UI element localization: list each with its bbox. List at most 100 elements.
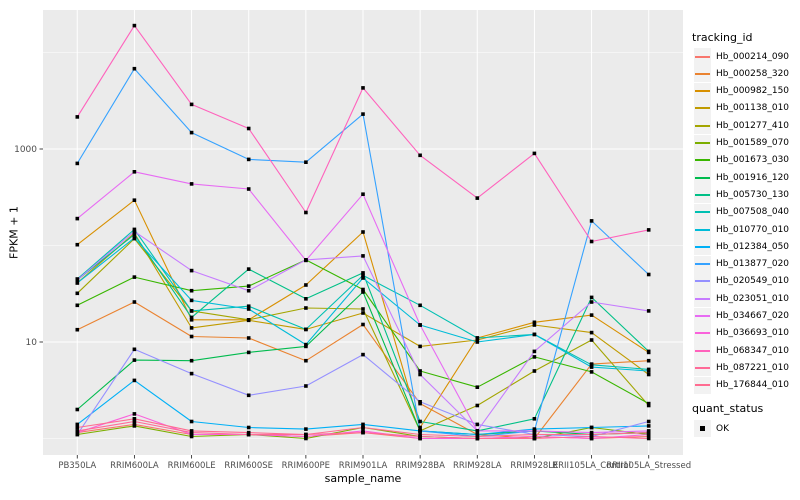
data-point [304, 344, 308, 349]
data-point [589, 434, 594, 439]
x-tick-label: RRIM600LE [168, 461, 216, 471]
data-point [418, 434, 422, 439]
legend-item-Hb_176844_010: Hb_176844_010 [694, 376, 789, 394]
data-point [132, 358, 137, 362]
data-point [418, 153, 422, 158]
data-point [132, 275, 137, 279]
data-point [646, 358, 651, 363]
data-point [646, 349, 651, 354]
y-tick-label: 1000 [14, 145, 37, 155]
legend-item-label: Hb_001277_410 [716, 120, 790, 131]
legend-item-Hb_000258_320: Hb_000258_320 [694, 65, 790, 83]
black-square-marker-icon [700, 426, 705, 431]
legend: tracking_id Hb_000214_090 Hb_000258_320 Hb… [690, 0, 800, 500]
legend-key [694, 307, 711, 325]
data-point [189, 429, 194, 433]
data-point [246, 284, 251, 288]
data-point [246, 318, 251, 322]
legend-key [694, 290, 711, 308]
data-point [246, 425, 251, 430]
data-point [532, 320, 537, 325]
legend-item-label: Hb_087221_010 [716, 362, 790, 373]
legend-key-line-icon [695, 384, 710, 387]
legend-key-line-icon [695, 107, 710, 110]
legend-key [694, 272, 711, 290]
data-point [189, 182, 194, 186]
legend-key [694, 169, 711, 187]
data-point [418, 344, 422, 349]
data-point [189, 130, 194, 135]
legend-item-label: Hb_036693_010 [716, 328, 790, 339]
data-point [361, 230, 365, 234]
legend-key-line-icon [695, 124, 710, 127]
data-point [189, 309, 194, 313]
data-point [532, 427, 537, 431]
data-point [589, 300, 594, 304]
data-point [189, 334, 194, 339]
data-point [246, 336, 251, 340]
data-point [75, 407, 80, 412]
x-tick-label: PB350LA [58, 461, 96, 471]
data-point [361, 322, 365, 327]
data-point [304, 160, 308, 164]
data-point [646, 369, 651, 373]
legend-item-Hb_001589_070: Hb_001589_070 [694, 134, 790, 152]
data-point [304, 358, 308, 363]
data-point [75, 327, 80, 332]
data-point [132, 417, 137, 421]
data-point [361, 287, 365, 292]
legend-key-line-icon [695, 280, 710, 283]
data-point [132, 198, 137, 202]
legend-key [694, 186, 711, 204]
data-point [189, 434, 194, 439]
data-point [246, 350, 251, 355]
data-point [75, 425, 80, 430]
data-point [418, 372, 422, 377]
data-point [189, 318, 194, 322]
data-point [246, 157, 251, 162]
data-point [132, 229, 137, 234]
legend-item-label: Hb_000982_150 [716, 86, 790, 97]
legend-item-label: Hb_000258_320 [716, 68, 790, 79]
legend-key-line-icon [695, 142, 710, 144]
data-point [646, 401, 651, 406]
legend-item-label: Hb_001589_070 [716, 138, 790, 148]
data-point [304, 384, 308, 388]
legend-key-line-icon [695, 297, 710, 300]
legend-item-label: Hb_001138_010 [716, 103, 790, 114]
legend-item-label: Hb_023051_010 [716, 293, 790, 304]
data-point [189, 288, 194, 293]
legend-item-label: Hb_001673_030 [716, 155, 790, 166]
data-point [646, 309, 651, 313]
data-point [646, 424, 651, 428]
y-axis-title: FPKM + 1 [7, 206, 21, 259]
data-point [361, 273, 365, 278]
legend-item-label: Hb_000214_090 [716, 51, 790, 62]
data-point [75, 242, 80, 247]
data-point [361, 352, 365, 357]
data-point [475, 385, 480, 389]
data-point [304, 306, 308, 310]
data-point [132, 412, 137, 416]
quant-status-key [694, 420, 711, 437]
x-tick-label: RRIM901LA [339, 461, 388, 471]
x-tick-label: RRIM600PE [282, 461, 330, 471]
data-point [532, 323, 537, 327]
data-point [361, 271, 365, 275]
data-point [132, 378, 137, 383]
legend-key-line-icon [695, 315, 710, 317]
data-point [589, 363, 594, 367]
legend-key [694, 99, 711, 117]
data-point [75, 161, 80, 166]
legend-item-Hb_000982_150: Hb_000982_150 [694, 82, 790, 100]
data-point [475, 196, 480, 200]
data-point [75, 303, 80, 308]
data-point [475, 422, 480, 427]
legend-item-Hb_001138_010: Hb_001138_010 [694, 99, 790, 117]
data-point [75, 115, 80, 119]
legend-item-Hb_087221_010: Hb_087221_010 [694, 359, 790, 377]
data-point [418, 432, 422, 437]
legend-item-Hb_068347_010: Hb_068347_010 [694, 342, 789, 360]
